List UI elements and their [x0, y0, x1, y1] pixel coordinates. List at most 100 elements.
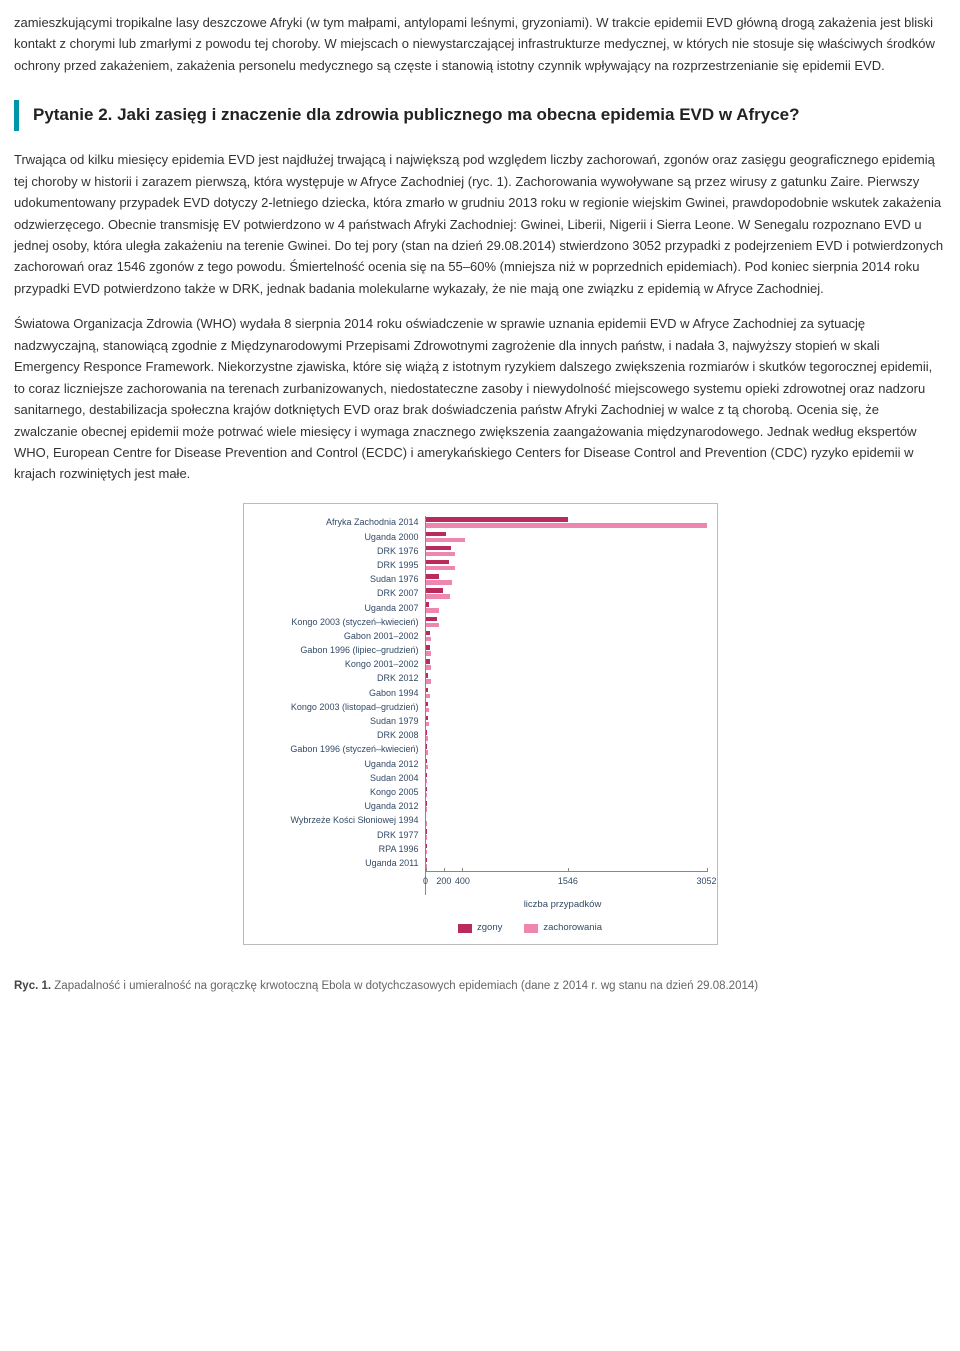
chart-bar-cell — [425, 544, 707, 558]
chart-row: Kongo 2003 (styczeń–kwiecień) — [254, 615, 707, 629]
bar-cases — [426, 708, 429, 713]
legend-cases-label: zachorowania — [543, 920, 602, 936]
chart-bar-cell — [425, 644, 707, 658]
bar-deaths — [426, 602, 429, 607]
chart-row: Sudan 1979 — [254, 714, 707, 728]
bar-cases — [426, 679, 431, 684]
chart-bar-cell — [425, 658, 707, 672]
legend-deaths-label: zgony — [477, 920, 502, 936]
bar-cases — [426, 523, 707, 528]
chart-row: Gabon 1994 — [254, 686, 707, 700]
chart-row: DRK 2012 — [254, 672, 707, 686]
bar-deaths — [426, 702, 429, 707]
chart-row-label: Uganda 2012 — [254, 760, 425, 769]
chart-row: Gabon 1996 (lipiec–grudzień) — [254, 644, 707, 658]
question-heading: Pytanie 2. Jaki zasięg i znaczenie dla z… — [33, 104, 946, 127]
bar-deaths — [426, 617, 438, 622]
x-axis-title: liczba przypadków — [254, 897, 707, 913]
legend-cases: zachorowania — [524, 920, 602, 936]
tick-label: 1546 — [558, 874, 578, 889]
chart-bar-cell — [425, 828, 707, 842]
chart-row: Gabon 1996 (styczeń–kwiecień) — [254, 743, 707, 757]
bar-deaths — [426, 560, 449, 565]
chart-row-label: DRK 1995 — [254, 561, 425, 570]
legend-deaths: zgony — [458, 920, 502, 936]
bar-cases — [426, 538, 465, 543]
bar-cases — [426, 736, 429, 741]
chart-row-label: Gabon 1994 — [254, 689, 425, 698]
chart-bar-cell — [425, 714, 707, 728]
bar-cases — [426, 552, 455, 557]
chart-bar-cell — [425, 785, 707, 799]
chart-row: Sudan 1976 — [254, 573, 707, 587]
chart-row-label: Sudan 2004 — [254, 774, 425, 783]
chart-row-label: Uganda 2000 — [254, 533, 425, 542]
chart-row: DRK 1977 — [254, 828, 707, 842]
chart-row-label: DRK 2012 — [254, 674, 425, 683]
bar-deaths — [426, 759, 428, 764]
chart-bar-cell — [425, 587, 707, 601]
chart-row-label: Uganda 2011 — [254, 859, 425, 868]
bar-deaths — [426, 773, 427, 778]
bar-deaths — [426, 673, 429, 678]
chart-x-axis: 020040015463052 — [254, 871, 707, 895]
bar-cases — [426, 665, 431, 670]
chart-row-label: DRK 1977 — [254, 831, 425, 840]
bar-deaths — [426, 688, 429, 693]
chart-bar-cell — [425, 743, 707, 757]
bar-cases — [426, 594, 450, 599]
bar-cases — [426, 566, 455, 571]
chart-bar-cell — [425, 842, 707, 856]
chart-bar-cell — [425, 814, 707, 828]
bar-cases — [426, 722, 429, 727]
bar-cases — [426, 807, 427, 812]
chart-row: DRK 1976 — [254, 544, 707, 558]
chart-row: Uganda 2007 — [254, 601, 707, 615]
figure-label: Ryc. 1. — [14, 980, 51, 992]
tick-label: 0 — [423, 874, 428, 889]
chart-rows: Afryka Zachodnia 2014 Uganda 2000 DRK 1976… — [254, 516, 707, 871]
bar-deaths — [426, 517, 568, 522]
chart-row-label: Gabon 1996 (styczeń–kwiecień) — [254, 745, 425, 754]
chart-row-label: Gabon 2001–2002 — [254, 632, 425, 641]
chart-bar-cell — [425, 573, 707, 587]
bar-cases — [426, 608, 440, 613]
chart-row: Afryka Zachodnia 2014 — [254, 516, 707, 530]
chart-bar-cell — [425, 856, 707, 870]
chart-legend: zgony zachorowania — [254, 920, 707, 936]
chart-row-label: RPA 1996 — [254, 845, 425, 854]
intro-paragraph: zamieszkującymi tropikalne lasy deszczow… — [14, 12, 946, 76]
chart-row-label: DRK 2007 — [254, 589, 425, 598]
chart-row-label: Kongo 2001–2002 — [254, 660, 425, 669]
bar-cases — [426, 750, 429, 755]
chart-row-label: Uganda 2012 — [254, 802, 425, 811]
bar-deaths — [426, 546, 452, 551]
chart-row: Gabon 2001–2002 — [254, 629, 707, 643]
bar-cases — [426, 623, 439, 628]
ebola-outbreak-chart: Afryka Zachodnia 2014 Uganda 2000 DRK 1976… — [243, 503, 718, 945]
chart-row: Kongo 2003 (listopad–grudzień) — [254, 700, 707, 714]
chart-row: Kongo 2005 — [254, 785, 707, 799]
figure-caption: Ryc. 1. Zapadalność i umieralność na gor… — [14, 977, 946, 995]
chart-row: Uganda 2011 — [254, 856, 707, 870]
chart-bar-cell — [425, 601, 707, 615]
chart-bar-cell — [425, 530, 707, 544]
chart-row-label: Kongo 2003 (listopad–grudzień) — [254, 703, 425, 712]
chart-row: RPA 1996 — [254, 842, 707, 856]
chart-bar-cell — [425, 558, 707, 572]
question-block: Pytanie 2. Jaki zasięg i znaczenie dla z… — [14, 100, 946, 131]
bar-deaths — [426, 787, 427, 792]
chart-row-label: DRK 1976 — [254, 547, 425, 556]
chart-row: Uganda 2012 — [254, 757, 707, 771]
chart-bar-cell — [425, 516, 707, 530]
bar-deaths — [426, 588, 443, 593]
chart-row-label: Uganda 2007 — [254, 604, 425, 613]
bar-cases — [426, 637, 432, 642]
bar-cases — [426, 779, 428, 784]
bar-deaths — [426, 659, 430, 664]
chart-bar-cell — [425, 686, 707, 700]
chart-row: DRK 2008 — [254, 729, 707, 743]
chart-row-label: Wybrzeże Kości Słoniowej 1994 — [254, 816, 425, 825]
bar-deaths — [426, 730, 427, 735]
chart-bar-cell — [425, 629, 707, 643]
